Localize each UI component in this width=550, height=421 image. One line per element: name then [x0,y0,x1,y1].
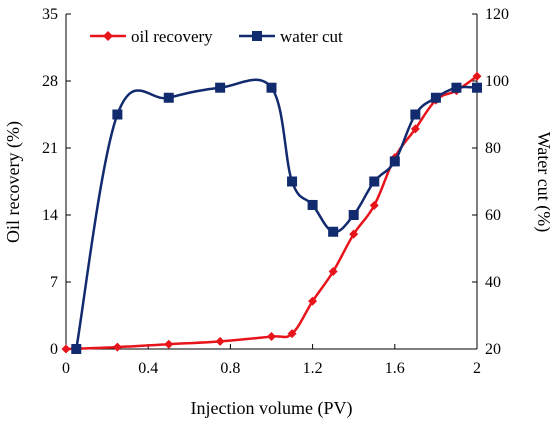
data-point [61,344,71,354]
right-y-tick-label: 40 [485,274,501,291]
left-y-tick-label: 7 [50,274,58,291]
x-tick-label: 0.4 [138,360,158,377]
series-layer [61,71,482,354]
data-point [410,124,420,134]
x-axis-ticks: 0 0.4 0.8 1.2 1.6 2 [62,344,481,377]
data-point [328,226,339,237]
data-point [287,329,297,339]
data-point [430,92,441,103]
right-y-axis-title: Water cut (%) [533,132,550,233]
data-point [308,296,318,306]
left-y-tick-label: 28 [42,73,58,90]
right-y-tick-label: 60 [485,207,501,224]
data-point [112,342,122,352]
right-y-tick-label: 20 [485,341,501,358]
data-point [266,82,277,93]
data-point [112,109,123,120]
data-point [389,156,400,167]
data-point [287,176,298,187]
data-point [215,82,226,93]
data-point [267,332,276,342]
legend-water-cut-marker [252,31,262,41]
series-line [75,78,478,350]
right-y-tick-label: 80 [485,140,501,157]
legend-oil-recovery-marker [103,31,113,41]
legend: oil recovery water cut [90,27,343,46]
data-point [215,336,225,346]
x-tick-label: 0.8 [220,360,240,377]
left-y-tick-label: 0 [50,341,58,358]
legend-oil-recovery-label: oil recovery [131,27,213,46]
data-point [451,82,462,93]
left-y-axis-ticks: 0 7 14 21 28 35 [42,6,71,358]
data-point [164,339,174,349]
x-tick-label: 1.2 [303,360,323,377]
data-point [472,71,482,81]
data-point [163,92,174,103]
left-y-tick-label: 35 [42,6,58,23]
left-y-axis-title: Oil recovery (%) [3,121,24,243]
data-point [71,344,82,354]
right-y-tick-label: 120 [485,6,509,23]
right-y-axis-ticks: 20 40 60 80 100 120 [472,6,509,358]
left-y-tick-label: 21 [42,140,58,157]
x-tick-label: 2 [473,360,481,377]
x-axis-title: Injection volume (PV) [191,398,353,419]
data-point [349,229,359,239]
x-tick-label: 1.6 [385,360,405,377]
left-y-tick-label: 14 [42,207,58,224]
series-water-cut [71,78,482,354]
right-y-tick-label: 100 [485,73,509,90]
x-tick-label: 0 [62,360,70,377]
data-point [369,200,379,210]
data-point [410,109,421,120]
data-point [307,199,318,210]
data-point [369,176,380,187]
plot-area [65,14,478,350]
data-point [328,266,338,276]
data-point [348,210,359,220]
legend-water-cut-label: water cut [280,27,343,46]
data-point [472,82,482,93]
